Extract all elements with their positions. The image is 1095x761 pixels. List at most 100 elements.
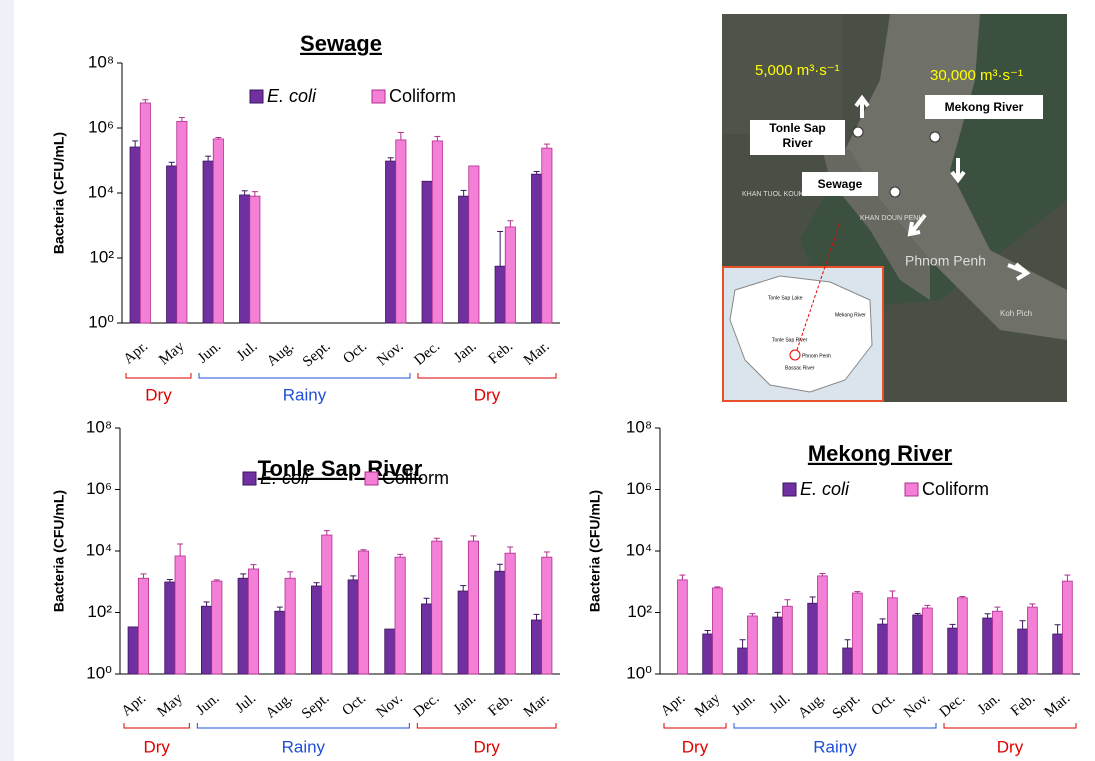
bar (737, 647, 748, 675)
place-label: Phnom Penh (905, 253, 986, 269)
y-tick-label: 10⁶ (86, 479, 112, 498)
bar (200, 605, 213, 675)
error-bar (679, 574, 686, 580)
legend-label: E. coli (267, 86, 317, 106)
bar (164, 581, 176, 675)
chart-title: Tonle Sap River (258, 456, 423, 481)
error-bar (323, 530, 330, 536)
site-dot (852, 126, 864, 138)
season-bracket (123, 723, 190, 729)
bar (531, 173, 543, 324)
error-bar (287, 571, 294, 579)
error-bar (470, 535, 477, 542)
error-bar (241, 190, 248, 195)
flow-arrow (1007, 262, 1031, 281)
error-bar (543, 143, 550, 149)
inset-marker (789, 349, 801, 361)
season-label: Dry (145, 385, 172, 404)
y-tick-label: 10⁸ (88, 52, 114, 71)
x-tick-label: Dec. (411, 690, 443, 720)
bar (468, 165, 480, 324)
bar (772, 616, 783, 675)
error-bar (496, 563, 503, 572)
x-tick-label: Mar. (521, 690, 553, 720)
x-tick-label: Jul. (767, 690, 794, 716)
bar (420, 603, 433, 675)
x-tick-label: Mar. (1042, 690, 1074, 720)
y-tick-label: 10² (87, 602, 112, 621)
error-bar (166, 579, 173, 583)
label-box (925, 95, 1043, 119)
inset-label: Phnom Penh (802, 353, 831, 359)
error-bar (914, 612, 921, 615)
x-tick-label: Feb. (486, 338, 516, 367)
x-tick-label: Apr. (119, 690, 149, 719)
season-label: Rainy (282, 737, 326, 756)
label-box (802, 172, 878, 196)
legend-swatch (242, 471, 257, 486)
error-bar (397, 553, 404, 558)
bar (310, 585, 323, 675)
season-label: Dry (474, 385, 501, 404)
map: 5,000 m³·s⁻¹ 30,000 m³·s⁻¹ Tonle Sap Riv… (722, 14, 1067, 402)
bar (702, 633, 713, 675)
y-tick-label: 10⁴ (86, 540, 112, 559)
y-axis-label: Bacteria (CFU/mL) (51, 490, 67, 612)
error-bar (1064, 574, 1071, 582)
error-bar (507, 220, 514, 227)
error-bar (250, 564, 257, 569)
season-bracket (198, 373, 411, 379)
error-bar (240, 573, 247, 579)
x-tick-label: May (156, 338, 188, 368)
season-bracket (196, 723, 410, 729)
bar (176, 120, 188, 324)
inset-link (796, 221, 841, 351)
bar (384, 628, 396, 675)
y-tick-label: 10⁴ (88, 182, 114, 201)
bar (458, 195, 470, 324)
legend-swatch (782, 482, 797, 497)
bar (982, 617, 993, 675)
error-bar (784, 599, 791, 607)
legend-swatch (371, 89, 386, 104)
bar (137, 577, 149, 675)
legend-swatch (904, 482, 919, 497)
bar (1052, 633, 1063, 675)
error-bar (774, 611, 781, 618)
error-bar (387, 157, 394, 162)
bar (467, 540, 480, 675)
error-bar (168, 161, 175, 166)
bar (247, 568, 259, 675)
error-bar (889, 590, 896, 598)
error-bar (205, 155, 212, 162)
error-bar (497, 230, 504, 267)
flow-label: 30,000 m³·s⁻¹ (930, 67, 1023, 84)
x-tick-label: Dec. (937, 690, 969, 720)
inset-label: Tonle Sap Lake (768, 295, 803, 301)
bar (129, 146, 141, 324)
inset-country (729, 275, 873, 393)
site-label-box: Tonle Sap River (769, 121, 825, 150)
error-bar (360, 549, 367, 551)
x-tick-label: Nov. (901, 690, 933, 721)
error-bar (140, 573, 147, 579)
error-bar (397, 131, 404, 140)
legend-swatch (364, 471, 379, 486)
season-bracket (125, 373, 192, 379)
season-bracket (943, 723, 1077, 729)
x-tick-label: Dec. (411, 338, 443, 368)
x-tick-label: Sept. (300, 338, 334, 370)
bar (877, 623, 888, 675)
error-bar (251, 191, 258, 197)
x-tick-label: Sept. (830, 690, 864, 722)
error-bar (984, 613, 991, 619)
error-bar (132, 140, 139, 148)
error-bar (433, 537, 440, 542)
y-axis-label: Bacteria (CFU/mL) (51, 132, 67, 254)
error-bar (507, 546, 514, 554)
error-bar (809, 596, 816, 604)
error-bar (739, 639, 746, 649)
error-bar (533, 170, 540, 175)
season-label: Dry (682, 737, 709, 756)
